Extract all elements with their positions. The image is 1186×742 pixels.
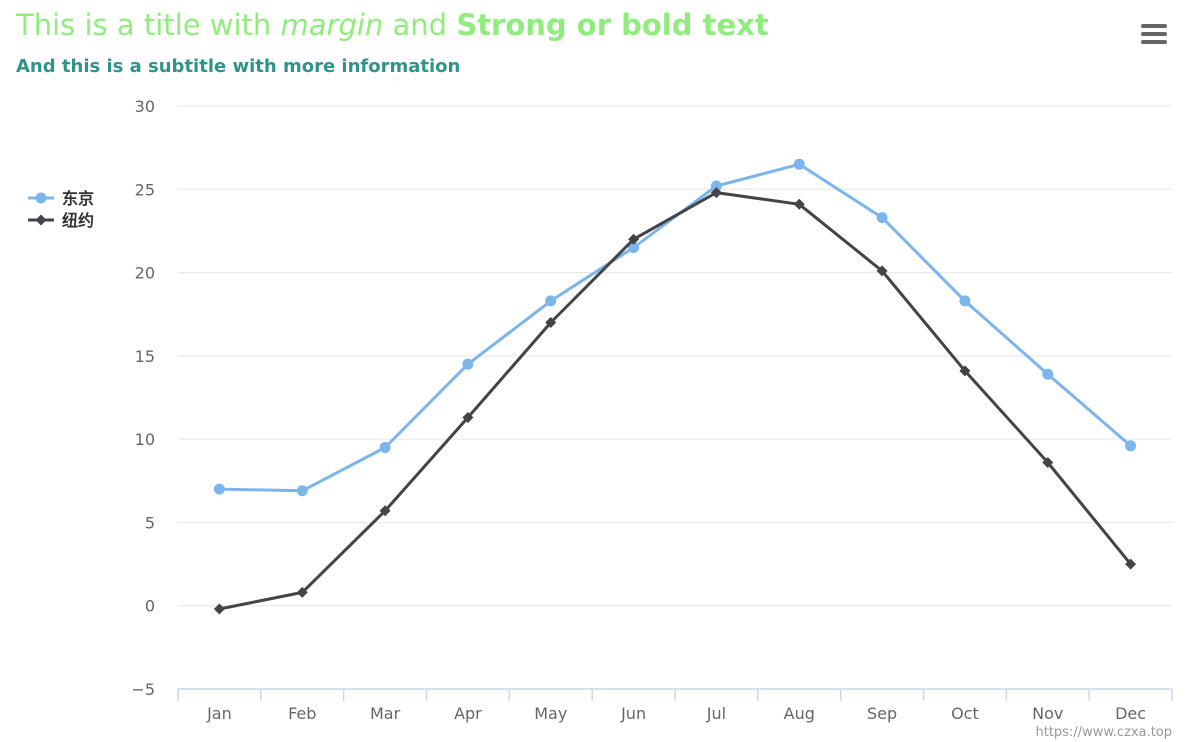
legend-label: 纽约: [62, 211, 94, 230]
data-point[interactable]: [793, 158, 805, 170]
hamburger-menu-icon-bar: [1141, 40, 1167, 44]
chart-title-part-3: and: [383, 8, 457, 42]
chart-title: This is a title with margin and Strong o…: [16, 8, 769, 42]
y-tick-label: 20: [135, 264, 155, 283]
data-point[interactable]: [628, 233, 640, 245]
data-point[interactable]: [1125, 440, 1137, 452]
data-point[interactable]: [628, 242, 640, 254]
data-point[interactable]: [710, 180, 722, 192]
axes: −5 0 5 10 15 20 25 30 Jan Feb Mar Apr May Jun Jul Aug Se…: [131, 97, 1173, 723]
data-point[interactable]: [379, 505, 391, 517]
x-tick-label: Apr: [454, 704, 482, 723]
y-tick-label: 10: [135, 430, 155, 449]
data-point[interactable]: [793, 198, 805, 210]
data-point[interactable]: [959, 295, 971, 307]
x-tick-label: Mar: [370, 704, 401, 723]
legend-item[interactable]: 东京: [28, 189, 94, 208]
x-tick-label: Nov: [1032, 704, 1063, 723]
x-tick-label: May: [534, 704, 567, 723]
chart-title-italic: margin: [280, 8, 384, 42]
data-point[interactable]: [876, 265, 888, 277]
y-tick-label: 25: [135, 180, 155, 199]
data-point[interactable]: [876, 212, 888, 224]
series-group: [213, 158, 1137, 615]
grid-lines: [178, 105, 1172, 607]
series-line[interactable]: [217, 191, 1133, 611]
x-tick-label: Jul: [706, 704, 726, 723]
x-tick-label: Feb: [288, 704, 316, 723]
legend-marker-symbol[interactable]: [35, 214, 47, 226]
x-tick-label: Jun: [620, 704, 646, 723]
series-line[interactable]: [217, 162, 1133, 493]
series-2: [213, 187, 1137, 615]
data-point[interactable]: [1042, 368, 1054, 380]
x-tick-label: Aug: [784, 704, 815, 723]
data-point[interactable]: [213, 483, 225, 495]
chart-title-part-1: This is a title with: [16, 8, 281, 42]
x-tick-label: Dec: [1115, 704, 1146, 723]
y-tick-label: 5: [145, 513, 155, 532]
chart-title-bold: Strong or bold text: [456, 8, 769, 42]
data-point[interactable]: [710, 187, 722, 199]
y-tick-label: 15: [135, 347, 155, 366]
x-tick-label: Jan: [206, 704, 232, 723]
chart-subtitle: And this is a subtitle with more informa…: [16, 56, 461, 77]
data-point[interactable]: [213, 603, 225, 615]
credits-link[interactable]: https://www.czxa.top: [1035, 725, 1173, 740]
data-point[interactable]: [1125, 558, 1137, 570]
x-tick-label: Sep: [867, 704, 897, 723]
data-point[interactable]: [296, 586, 308, 598]
data-point[interactable]: [959, 365, 971, 377]
data-point[interactable]: [545, 295, 557, 307]
hamburger-menu-icon-bar: [1141, 32, 1167, 36]
data-point[interactable]: [1042, 456, 1054, 468]
y-tick-label: 0: [145, 597, 155, 616]
legend-item[interactable]: 纽约: [28, 211, 94, 230]
series-1: [213, 158, 1137, 497]
data-point[interactable]: [296, 485, 308, 497]
context-menu-button[interactable]: [1134, 20, 1174, 52]
y-tick-label: −5: [131, 680, 155, 699]
data-point[interactable]: [462, 358, 474, 370]
y-tick-label: 30: [135, 97, 155, 116]
legend-marker-symbol[interactable]: [35, 192, 47, 204]
data-point[interactable]: [462, 411, 474, 423]
legend-label: 东京: [62, 189, 94, 208]
data-point[interactable]: [545, 317, 557, 329]
hamburger-menu-icon: [1141, 24, 1167, 28]
data-point[interactable]: [379, 441, 391, 453]
x-tick-label: Oct: [951, 704, 979, 723]
